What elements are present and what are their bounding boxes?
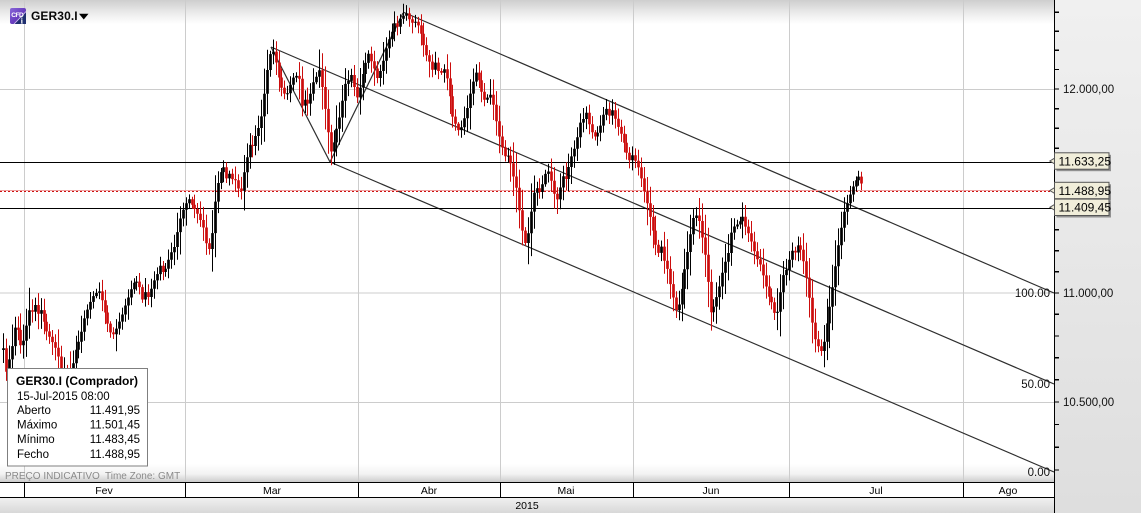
svg-text:Mínimo: Mínimo bbox=[17, 434, 55, 446]
svg-text:100.00: 100.00 bbox=[1015, 288, 1050, 300]
svg-text:2015: 2015 bbox=[515, 500, 539, 512]
svg-text:12.000,00: 12.000,00 bbox=[1063, 84, 1114, 96]
svg-text:11.000,00: 11.000,00 bbox=[1063, 288, 1113, 300]
svg-text:50.00: 50.00 bbox=[1021, 379, 1050, 391]
svg-text:0.00: 0.00 bbox=[1028, 467, 1050, 479]
svg-text:GER30.I: GER30.I bbox=[31, 9, 78, 23]
svg-text:11.633,25: 11.633,25 bbox=[1059, 154, 1112, 168]
svg-text:10.500,00: 10.500,00 bbox=[1063, 397, 1114, 409]
svg-text:Aberto: Aberto bbox=[17, 405, 51, 417]
svg-text:11.483,45: 11.483,45 bbox=[90, 434, 140, 446]
svg-text:Time Zone: GMT: Time Zone: GMT bbox=[105, 471, 180, 482]
svg-text:CFD: CFD bbox=[11, 12, 24, 19]
svg-text:Fecho: Fecho bbox=[17, 449, 49, 461]
svg-text:Jun: Jun bbox=[703, 485, 720, 497]
svg-text:Mar: Mar bbox=[263, 485, 282, 497]
svg-text:11.488,95: 11.488,95 bbox=[1059, 184, 1112, 198]
svg-text:i: i bbox=[21, 15, 24, 25]
svg-text:PREÇO INDICATIVO: PREÇO INDICATIVO bbox=[5, 471, 100, 482]
svg-text:11.491,95: 11.491,95 bbox=[90, 405, 140, 417]
svg-text:15-Jul-2015 08:00: 15-Jul-2015 08:00 bbox=[17, 391, 110, 403]
svg-text:Ago: Ago bbox=[999, 485, 1018, 497]
svg-text:Máximo: Máximo bbox=[17, 420, 57, 432]
svg-text:11.501,45: 11.501,45 bbox=[90, 420, 140, 432]
svg-text:11.488,95: 11.488,95 bbox=[90, 449, 140, 461]
svg-text:Jul: Jul bbox=[869, 485, 882, 497]
svg-text:Fev: Fev bbox=[95, 485, 113, 497]
svg-text:Abr: Abr bbox=[421, 485, 438, 497]
svg-text:Mai: Mai bbox=[558, 485, 575, 497]
svg-text:11.409,45: 11.409,45 bbox=[1059, 201, 1112, 215]
svg-text:GER30.I (Comprador): GER30.I (Comprador) bbox=[16, 374, 138, 388]
